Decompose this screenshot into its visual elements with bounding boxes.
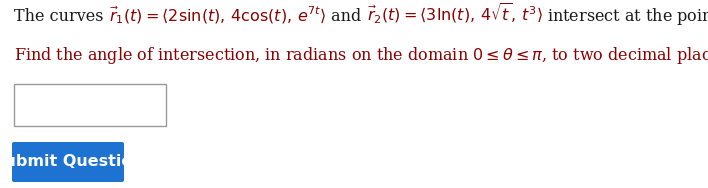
Text: and: and (326, 8, 367, 25)
Text: Find the angle of intersection, in radians on the domain $0 \leq \theta \leq \pi: Find the angle of intersection, in radia… (14, 45, 708, 66)
FancyBboxPatch shape (12, 142, 124, 182)
Text: intersect at the point $(0, 4, 1)$.: intersect at the point $(0, 4, 1)$. (542, 6, 708, 27)
Text: $\vec{r}_1(t) = \langle 2\sin(t),\, 4\cos(t),\, e^{7t}\rangle$: $\vec{r}_1(t) = \langle 2\sin(t),\, 4\co… (108, 4, 326, 26)
Text: Submit Question: Submit Question (0, 155, 144, 170)
Text: The curves: The curves (14, 8, 108, 25)
Text: $\vec{r}_2(t) = \langle 3\ln(t),\, 4\sqrt{t},\, t^3\rangle$: $\vec{r}_2(t) = \langle 3\ln(t),\, 4\sqr… (367, 1, 542, 26)
Bar (14, 84, 166, 126)
